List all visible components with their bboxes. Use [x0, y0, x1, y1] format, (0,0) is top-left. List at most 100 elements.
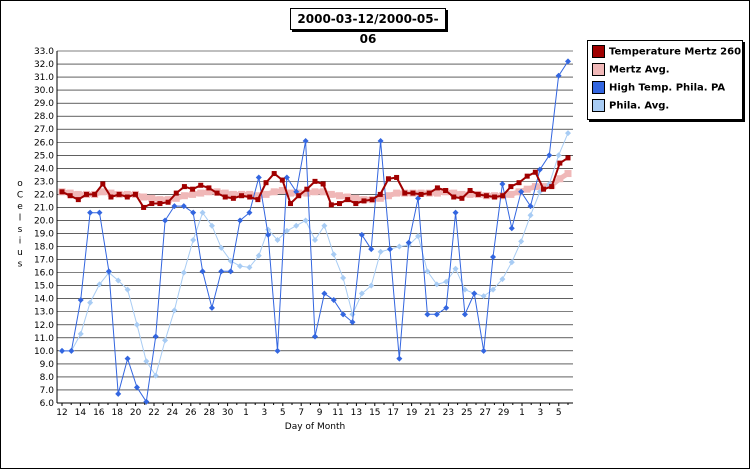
data-point-1 [74, 190, 82, 198]
y-tick-label: 31.0 [34, 73, 54, 83]
x-tick-label: 5 [280, 408, 286, 418]
y-tick-label: 30.0 [34, 86, 54, 96]
data-point-1 [180, 192, 188, 200]
data-point-2 [330, 297, 337, 304]
data-point-1 [164, 196, 172, 204]
y-tick-label: 21.0 [34, 203, 54, 213]
y-tick-label: 18.0 [34, 243, 54, 253]
data-point-3 [443, 278, 450, 285]
data-point-0 [418, 191, 424, 197]
data-point-1 [303, 189, 311, 197]
data-point-3 [77, 330, 84, 337]
data-point-2 [208, 304, 215, 311]
data-point-2 [490, 253, 497, 260]
data-point-0 [434, 185, 440, 191]
data-point-0 [157, 201, 163, 207]
x-tick-label: 17 [387, 408, 398, 418]
y-tick-label: 8.0 [40, 373, 55, 383]
data-point-3 [461, 286, 468, 293]
legend-swatch-phila-high [592, 81, 605, 94]
data-point-2 [321, 290, 328, 297]
data-point-3 [124, 286, 131, 293]
data-point-3 [321, 222, 328, 229]
data-point-0 [443, 187, 449, 193]
data-point-0 [296, 193, 302, 199]
legend-label-mertz-temp: Temperature Mertz 260 [609, 46, 742, 58]
data-point-3 [208, 222, 215, 229]
data-point-0 [402, 190, 408, 196]
data-point-2 [87, 209, 94, 216]
y-axis-label-char: u [17, 248, 23, 258]
x-tick-label: 15 [369, 408, 380, 418]
data-point-3 [508, 259, 515, 266]
data-point-0 [377, 191, 383, 197]
data-point-2 [349, 319, 356, 326]
data-point-2 [124, 355, 131, 362]
x-tick-label: 13 [351, 408, 362, 418]
data-point-3 [358, 290, 365, 297]
data-point-2 [143, 398, 150, 405]
data-point-2 [246, 209, 253, 216]
x-tick-label: 26 [185, 408, 197, 418]
data-point-2 [433, 311, 440, 318]
data-point-2 [190, 209, 197, 216]
data-point-1 [556, 175, 564, 183]
x-tick-label: 27 [479, 408, 490, 418]
x-tick-label: 25 [461, 408, 472, 418]
data-point-0 [451, 194, 457, 200]
data-point-1 [189, 190, 197, 198]
data-point-2 [302, 137, 309, 144]
legend-label-mertz-avg: Mertz Avg. [609, 64, 670, 76]
data-point-3 [312, 237, 318, 244]
y-tick-label: 15.0 [34, 282, 54, 292]
data-point-2 [396, 355, 403, 362]
data-point-2 [461, 311, 468, 318]
data-point-2 [518, 188, 525, 195]
y-tick-label: 22.0 [34, 190, 54, 200]
data-point-0 [108, 194, 114, 200]
data-point-3 [480, 293, 487, 300]
data-point-0 [385, 176, 391, 182]
y-axis-label-char: e [17, 202, 23, 212]
data-point-0 [410, 190, 416, 196]
data-point-1 [450, 189, 458, 197]
data-point-1 [287, 189, 295, 197]
data-point-3 [87, 299, 94, 306]
data-point-0 [173, 190, 179, 196]
x-tick-label: 29 [498, 408, 510, 418]
data-point-0 [132, 191, 138, 197]
data-point-0 [320, 181, 326, 187]
y-tick-label: 32.0 [34, 60, 54, 70]
data-point-3 [302, 217, 309, 224]
data-point-1 [197, 189, 205, 197]
y-axis-label-char: l [19, 214, 22, 224]
data-point-3 [490, 286, 497, 293]
data-point-0 [361, 198, 367, 204]
data-point-2 [162, 217, 169, 224]
data-point-3 [96, 281, 103, 288]
data-point-0 [426, 190, 432, 196]
data-point-2 [77, 297, 84, 304]
data-point-3 [274, 237, 281, 244]
data-point-1 [335, 192, 343, 200]
data-point-3 [152, 372, 159, 379]
data-point-1 [156, 196, 164, 204]
data-point-0 [214, 190, 220, 196]
data-point-0 [271, 171, 277, 177]
x-tick-label: 20 [130, 408, 142, 418]
y-tick-label: 23.0 [34, 177, 54, 187]
legend-swatch-mertz-avg [592, 63, 605, 76]
y-tick-label: 7.0 [40, 386, 55, 396]
y-tick-label: 25.0 [34, 151, 54, 161]
data-point-3 [433, 281, 440, 288]
legend: Temperature Mertz 260 Mertz Avg. High Te… [587, 40, 743, 120]
data-point-0 [353, 201, 359, 207]
y-axis-label-char: o [17, 179, 23, 189]
x-tick-label: 16 [93, 408, 105, 418]
y-tick-label: 19.0 [34, 230, 54, 240]
data-point-2 [499, 180, 506, 187]
data-point-3 [115, 277, 122, 284]
data-point-1 [458, 190, 466, 198]
data-point-0 [532, 169, 538, 175]
data-point-1 [270, 188, 278, 196]
